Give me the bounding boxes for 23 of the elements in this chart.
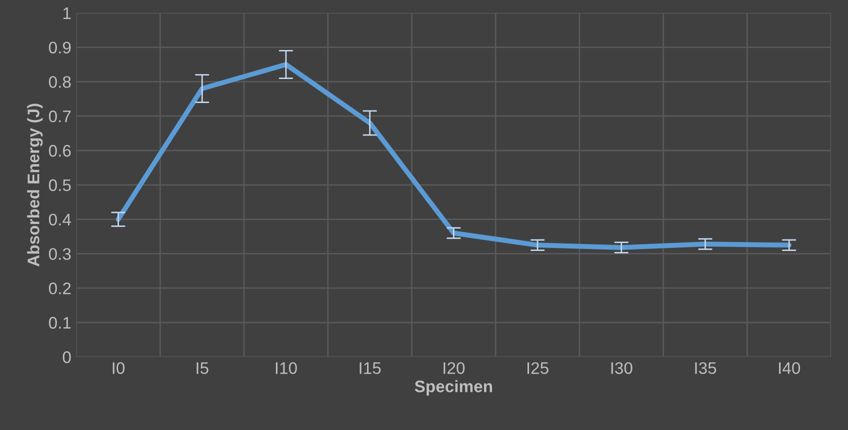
x-tick-label: I20 [444,362,465,374]
x-tick-label: I30 [611,362,632,374]
y-tick-label: 0.4 [48,214,71,226]
y-tick-label: 0.3 [48,248,71,260]
x-tick-label: I40 [779,362,800,374]
x-axis-title: Specimen [414,380,492,396]
y-axis-title: Absorbed Energy (J) [27,104,43,266]
y-tick-label: 0.8 [48,76,71,88]
y-tick-label: 0.7 [48,110,71,122]
x-tick-label: I35 [695,362,716,374]
line-series [116,62,792,250]
y-tick-label: 1 [63,7,71,19]
y-tick-label: 0.5 [48,179,71,192]
x-tick-label: I0 [112,362,125,374]
y-tick-label: 0 [62,351,71,364]
y-tick-label: 0.9 [48,42,71,54]
x-tick-label: I25 [527,362,548,374]
y-tick-label: 0.2 [48,282,71,294]
y-tick-label: 0.1 [48,316,71,329]
y-tick-label: 0.6 [48,144,71,157]
x-tick-label: I5 [196,362,208,374]
x-tick-label: I15 [360,362,381,374]
x-tick-label: I10 [276,362,297,374]
